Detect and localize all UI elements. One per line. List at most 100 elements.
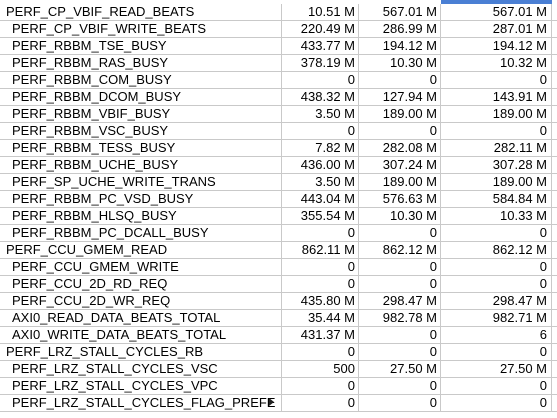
cell-empty[interactable] bbox=[552, 327, 557, 343]
cell-value-3[interactable]: 10.32 M bbox=[441, 55, 552, 71]
cell-empty[interactable] bbox=[552, 259, 557, 275]
cell-value-3[interactable]: 0 bbox=[441, 72, 552, 88]
cell-value-2[interactable]: 307.24 M bbox=[359, 157, 441, 173]
cell-value-1[interactable]: 220.49 M bbox=[282, 21, 359, 37]
cell-empty[interactable] bbox=[552, 208, 557, 224]
cell-value-1[interactable]: 35.44 M bbox=[282, 310, 359, 326]
cell-value-1[interactable]: 433.77 M bbox=[282, 38, 359, 54]
cell-metric-name[interactable]: AXI0_WRITE_DATA_BEATS_TOTAL bbox=[0, 327, 282, 343]
cell-value-3[interactable]: 982.71 M bbox=[441, 310, 552, 326]
cell-value-2[interactable]: 127.94 M bbox=[359, 89, 441, 105]
cell-value-1[interactable]: 0 bbox=[282, 344, 359, 360]
cell-value-1[interactable]: 500 bbox=[282, 361, 359, 377]
cell-empty[interactable] bbox=[552, 225, 557, 241]
cell-value-2[interactable]: 194.12 M bbox=[359, 38, 441, 54]
cell-value-2[interactable]: 567.01 M bbox=[359, 4, 441, 20]
cell-value-3[interactable]: 0 bbox=[441, 395, 552, 411]
cell-value-3[interactable]: 287.01 M bbox=[441, 21, 552, 37]
cell-value-3[interactable]: 189.00 M bbox=[441, 106, 552, 122]
cell-empty[interactable] bbox=[552, 191, 557, 207]
cell-value-2[interactable]: 0 bbox=[359, 72, 441, 88]
cell-metric-name[interactable]: PERF_RBBM_TSE_BUSY bbox=[0, 38, 282, 54]
cell-metric-name[interactable]: PERF_CCU_2D_WR_REQ bbox=[0, 293, 282, 309]
cell-value-3[interactable]: 6 bbox=[441, 327, 552, 343]
cell-value-1[interactable]: 7.82 M bbox=[282, 140, 359, 156]
cell-value-3[interactable]: 0 bbox=[441, 123, 552, 139]
cell-metric-name[interactable]: PERF_LRZ_STALL_CYCLES_FLAG_PREFE bbox=[0, 395, 282, 411]
cell-metric-name[interactable]: PERF_LRZ_STALL_CYCLES_VPC bbox=[0, 378, 282, 394]
cell-metric-name[interactable]: PERF_LRZ_STALL_CYCLES_RB bbox=[0, 344, 282, 360]
cell-empty[interactable] bbox=[552, 293, 557, 309]
cell-value-1[interactable]: 3.50 M bbox=[282, 174, 359, 190]
cell-value-1[interactable]: 431.37 M bbox=[282, 327, 359, 343]
cell-value-3[interactable]: 862.12 M bbox=[441, 242, 552, 258]
cell-value-1[interactable]: 3.50 M bbox=[282, 106, 359, 122]
cell-metric-name[interactable]: PERF_SP_UCHE_WRITE_TRANS bbox=[0, 174, 282, 190]
cell-metric-name[interactable]: PERF_RBBM_HLSQ_BUSY bbox=[0, 208, 282, 224]
cell-value-1[interactable]: 0 bbox=[282, 395, 359, 411]
cell-empty[interactable] bbox=[552, 310, 557, 326]
cell-value-2[interactable]: 10.30 M bbox=[359, 55, 441, 71]
cell-value-1[interactable]: 0 bbox=[282, 378, 359, 394]
cell-value-2[interactable]: 189.00 M bbox=[359, 106, 441, 122]
cell-value-3[interactable]: 307.28 M bbox=[441, 157, 552, 173]
cell-value-3[interactable]: 189.00 M bbox=[441, 174, 552, 190]
cell-value-1[interactable]: 0 bbox=[282, 259, 359, 275]
cell-value-3[interactable]: 0 bbox=[441, 276, 552, 292]
cell-value-2[interactable]: 0 bbox=[359, 344, 441, 360]
cell-metric-name[interactable]: PERF_CCU_GMEM_WRITE bbox=[0, 259, 282, 275]
cell-empty[interactable] bbox=[552, 72, 557, 88]
cell-metric-name[interactable]: PERF_RBBM_COM_BUSY bbox=[0, 72, 282, 88]
cell-value-1[interactable]: 436.00 M bbox=[282, 157, 359, 173]
cell-value-3[interactable]: 584.84 M bbox=[441, 191, 552, 207]
cell-metric-name[interactable]: PERF_CCU_GMEM_READ bbox=[0, 242, 282, 258]
cell-empty[interactable] bbox=[552, 21, 557, 37]
cell-value-3[interactable]: 298.47 M bbox=[441, 293, 552, 309]
cell-metric-name[interactable]: AXI0_READ_DATA_BEATS_TOTAL bbox=[0, 310, 282, 326]
cell-value-1[interactable]: 862.11 M bbox=[282, 242, 359, 258]
cell-value-1[interactable]: 435.80 M bbox=[282, 293, 359, 309]
cell-value-2[interactable]: 0 bbox=[359, 276, 441, 292]
cell-value-2[interactable]: 27.50 M bbox=[359, 361, 441, 377]
cell-value-1[interactable]: 10.51 M bbox=[282, 4, 359, 20]
cell-empty[interactable] bbox=[552, 174, 557, 190]
cell-value-2[interactable]: 0 bbox=[359, 395, 441, 411]
cell-value-1[interactable]: 0 bbox=[282, 225, 359, 241]
cell-value-1[interactable]: 443.04 M bbox=[282, 191, 359, 207]
cell-value-1[interactable]: 438.32 M bbox=[282, 89, 359, 105]
cell-empty[interactable] bbox=[552, 55, 557, 71]
cell-value-3[interactable]: 0 bbox=[441, 378, 552, 394]
cell-metric-name[interactable]: PERF_RBBM_VSC_BUSY bbox=[0, 123, 282, 139]
cell-empty[interactable] bbox=[552, 344, 557, 360]
cell-value-2[interactable]: 189.00 M bbox=[359, 174, 441, 190]
cell-value-3[interactable]: 0 bbox=[441, 344, 552, 360]
cell-empty[interactable] bbox=[552, 140, 557, 156]
cell-empty[interactable] bbox=[552, 378, 557, 394]
cell-value-2[interactable]: 0 bbox=[359, 225, 441, 241]
cell-value-3[interactable]: 0 bbox=[441, 225, 552, 241]
cell-metric-name[interactable]: PERF_RBBM_TESS_BUSY bbox=[0, 140, 282, 156]
cell-metric-name[interactable]: PERF_RBBM_PC_DCALL_BUSY bbox=[0, 225, 282, 241]
cell-value-3[interactable]: 194.12 M bbox=[441, 38, 552, 54]
cell-value-1[interactable]: 378.19 M bbox=[282, 55, 359, 71]
cell-metric-name[interactable]: PERF_RBBM_PC_VSD_BUSY bbox=[0, 191, 282, 207]
cell-empty[interactable] bbox=[552, 276, 557, 292]
cell-value-2[interactable]: 0 bbox=[359, 327, 441, 343]
cell-value-2[interactable]: 576.63 M bbox=[359, 191, 441, 207]
cell-empty[interactable] bbox=[552, 242, 557, 258]
cell-value-3[interactable]: 143.91 M bbox=[441, 89, 552, 105]
cell-value-3[interactable]: 0 bbox=[441, 259, 552, 275]
cell-metric-name[interactable]: PERF_RBBM_UCHE_BUSY bbox=[0, 157, 282, 173]
cell-empty[interactable] bbox=[552, 361, 557, 377]
cell-value-2[interactable]: 862.12 M bbox=[359, 242, 441, 258]
cell-metric-name[interactable]: PERF_CCU_2D_RD_REQ bbox=[0, 276, 282, 292]
cell-empty[interactable] bbox=[552, 123, 557, 139]
cell-empty[interactable] bbox=[552, 89, 557, 105]
cell-value-3[interactable]: 567.01 M bbox=[441, 4, 552, 20]
cell-value-2[interactable]: 282.08 M bbox=[359, 140, 441, 156]
cell-value-2[interactable]: 10.30 M bbox=[359, 208, 441, 224]
cell-empty[interactable] bbox=[552, 38, 557, 54]
cell-metric-name[interactable]: PERF_CP_VBIF_READ_BEATS bbox=[0, 4, 282, 20]
cell-value-2[interactable]: 286.99 M bbox=[359, 21, 441, 37]
